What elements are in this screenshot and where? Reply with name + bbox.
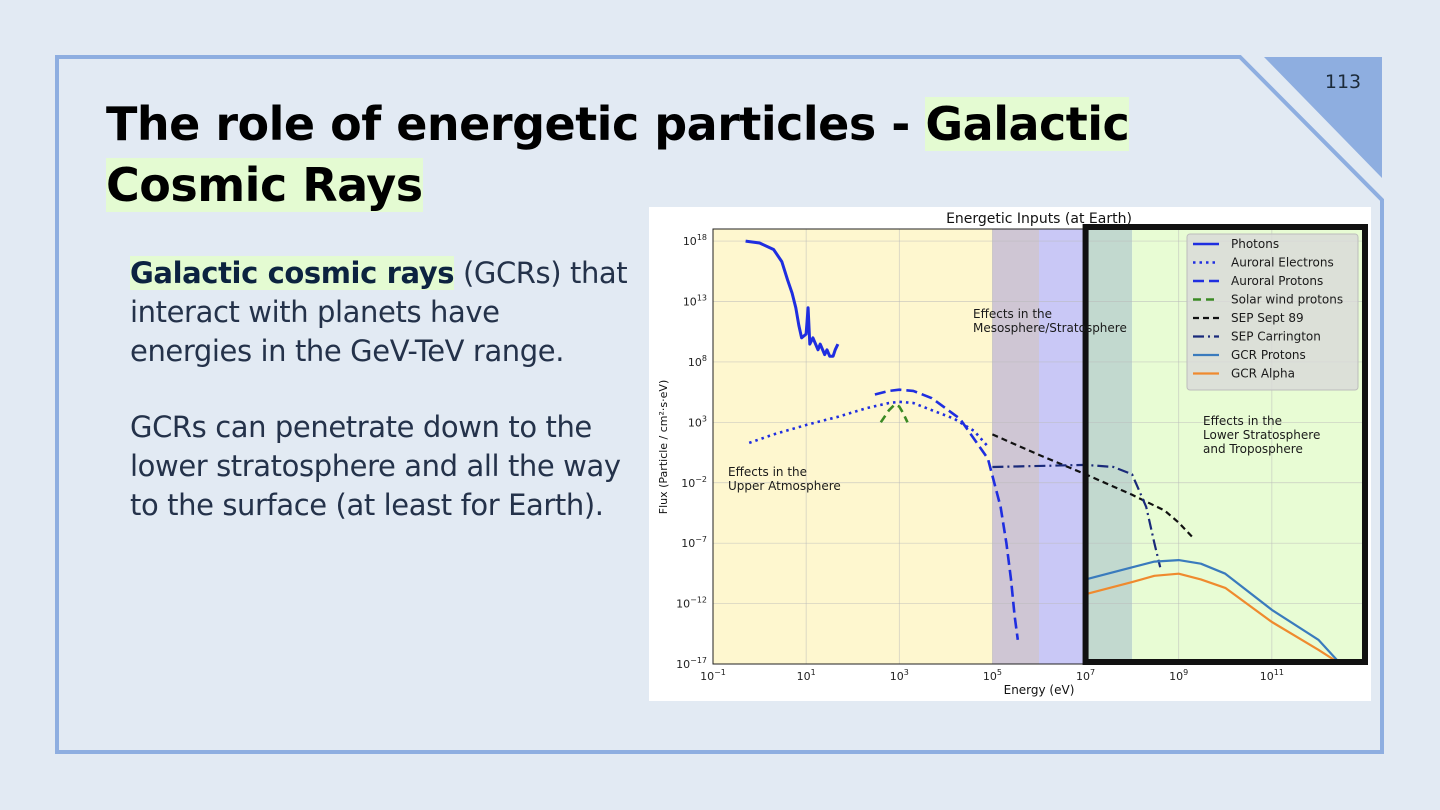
x-axis-label: Energy (eV) xyxy=(1004,683,1075,697)
series-line-gcr-protons xyxy=(1085,559,1342,665)
title-highlight-1: Galactic xyxy=(925,97,1130,151)
y-tick-label: 10−12 xyxy=(676,596,707,611)
paragraph-2: GCRs can penetrate down to the lower str… xyxy=(130,410,621,522)
region-label: Effects in the Lower Stratosphere and Trop… xyxy=(1203,414,1320,456)
x-tick-label: 101 xyxy=(797,668,816,683)
highlight-box xyxy=(1082,224,1368,665)
legend-label: GCR Alpha xyxy=(1231,367,1295,381)
region-label: Effects in the Upper Atmosphere xyxy=(728,465,841,493)
corner-fold xyxy=(1264,57,1382,178)
slide-number: 113 xyxy=(1324,71,1362,93)
y-tick-label: 10−2 xyxy=(681,475,707,490)
legend-label: Solar wind protons xyxy=(1231,293,1343,307)
series-line-gcr-alpha xyxy=(1085,572,1342,665)
y-tick-label: 103 xyxy=(688,414,707,429)
region-band xyxy=(1039,229,1086,664)
y-tick-label: 10−17 xyxy=(676,656,707,671)
x-tick-label: 105 xyxy=(983,668,1002,683)
y-tick-label: 108 xyxy=(688,354,707,369)
x-tick-label: 1011 xyxy=(1260,668,1284,683)
y-tick-label: 10−7 xyxy=(681,535,707,550)
legend-label: SEP Carrington xyxy=(1231,330,1321,344)
region-label: Effects in the Mesosphere/Stratosphere xyxy=(973,307,1127,335)
region-band xyxy=(992,229,1039,664)
paragraph-1-text: (GCRs) that interact with planets have e… xyxy=(130,256,628,368)
chart-title: Energetic Inputs (at Earth) xyxy=(946,211,1132,227)
region-band xyxy=(713,229,993,664)
legend-label: SEP Sept 89 xyxy=(1231,311,1304,325)
legend-box xyxy=(1186,233,1359,391)
region-band xyxy=(1085,229,1133,664)
x-tick-label: 109 xyxy=(1169,668,1188,683)
legend-label: Auroral Electrons xyxy=(1231,256,1334,270)
series-line-sep-sept-89 xyxy=(991,433,1194,539)
x-tick-label: 103 xyxy=(890,668,909,683)
slide-title: The role of energetic particles - Galact… xyxy=(106,94,1186,216)
body-text: Galactic cosmic rays (GCRs) that interac… xyxy=(130,254,630,525)
y-tick-label: 1013 xyxy=(683,294,707,309)
series-line-auroral-electrons xyxy=(748,400,989,448)
legend-label: GCR Protons xyxy=(1231,348,1306,362)
slide-border xyxy=(55,55,1384,754)
x-tick-label: 107 xyxy=(1076,668,1095,683)
title-highlight-2: Cosmic Rays xyxy=(106,158,423,212)
legend-label: Auroral Protons xyxy=(1231,274,1323,288)
series-line-photons xyxy=(745,239,840,358)
legend-label: Photons xyxy=(1231,237,1279,251)
title-plain: The role of energetic particles - xyxy=(106,97,926,151)
energetic-inputs-chart: 10−1 101 103 105 107 109 1011 1018 1013 108 103 10−… xyxy=(649,207,1371,701)
y-tick-label: 1018 xyxy=(683,233,707,248)
term-highlight: Galactic cosmic rays xyxy=(130,256,455,290)
y-axis-label: Flux (Particle / cm²·s·eV) xyxy=(657,380,670,514)
series-line-auroral-protons xyxy=(874,388,1020,640)
x-tick-label: 10−1 xyxy=(700,668,726,683)
paragraph-1: Galactic cosmic rays (GCRs) that interac… xyxy=(130,254,630,371)
